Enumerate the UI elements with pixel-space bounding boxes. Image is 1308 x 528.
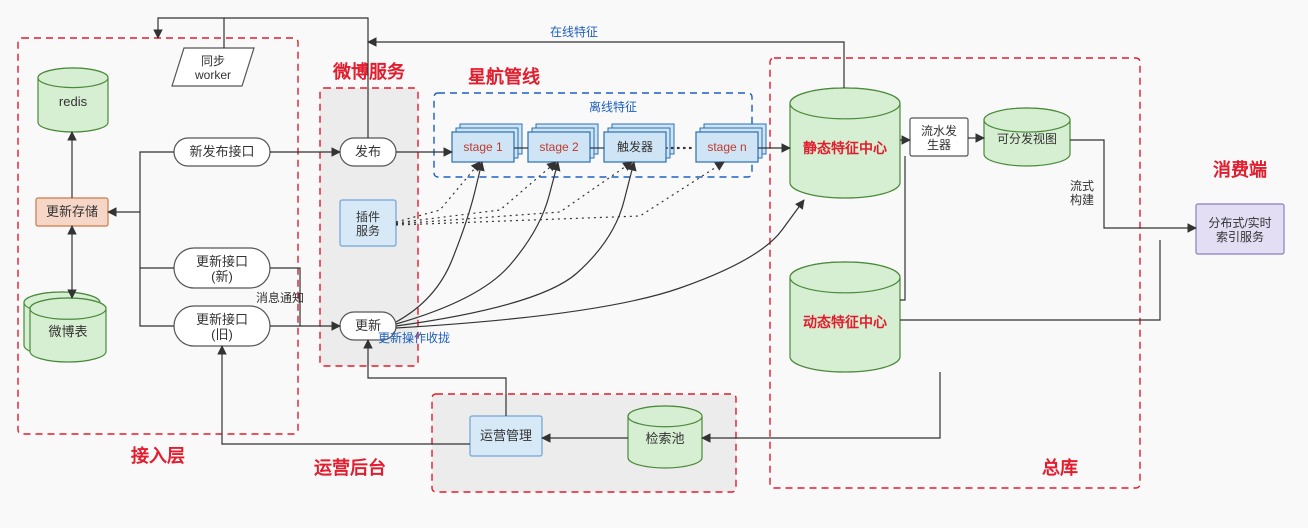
group-label-access: 接入层 (131, 445, 185, 466)
edge-e3 (108, 152, 174, 212)
redis-cyl-label: redis (59, 94, 88, 109)
edge-e25 (368, 42, 844, 88)
edge-label-e25: 在线特征 (550, 24, 598, 39)
edge-e30 (900, 240, 1160, 320)
stage-1-label: stage 1 (463, 140, 503, 154)
dynamic-center-label: 动态特征中心 (803, 314, 887, 330)
edge-e21b (900, 156, 905, 300)
weibo-table-cyl-label: 微博表 (48, 324, 87, 339)
edge-e28 (702, 372, 940, 438)
group-label-store: 总库 (1042, 457, 1078, 478)
consumer-box-label: 分布式/实时索引服务 (1208, 215, 1271, 244)
edge-e15 (396, 162, 632, 224)
group-label-weibo: 微博服务 (332, 61, 406, 82)
edge-e16 (396, 162, 724, 225)
group-label-pipeline: 星航管线 (468, 66, 540, 87)
group-label-ops: 运营后台 (314, 457, 386, 478)
plugin-box-label: 插件服务 (356, 210, 380, 238)
new-pub-api-label: 新发布接口 (189, 144, 254, 159)
stage-2-label: stage 2 (539, 140, 579, 154)
edge-e24 (158, 18, 224, 48)
trigger-label: 触发器 (617, 139, 653, 154)
ops-mgmt-box-label: 运营管理 (480, 428, 532, 443)
view-cyl-label: 可分发视图 (997, 131, 1057, 146)
static-center-label: 静态特征中心 (803, 140, 887, 156)
group-label-consumer: 消费端 (1213, 159, 1267, 180)
edge-e18 (396, 162, 558, 324)
publish-pill-label: 发布 (355, 144, 381, 159)
edge-e3b (140, 212, 174, 268)
edge-e19 (396, 162, 634, 326)
edge-label-e7: 消息通知 (256, 290, 304, 305)
stage-n-label: stage n (707, 140, 746, 154)
pipeline-inner-label: 离线特征 (589, 99, 637, 114)
search-pool-cyl-label: 检索池 (645, 431, 684, 446)
edge-label-e23: 流式构建 (1070, 179, 1094, 207)
edge-e14 (396, 162, 556, 223)
edge-e3c (140, 268, 174, 326)
edge-label-e17: 更新操作收拢 (378, 330, 450, 345)
update-store-box-label: 更新存储 (46, 204, 98, 219)
